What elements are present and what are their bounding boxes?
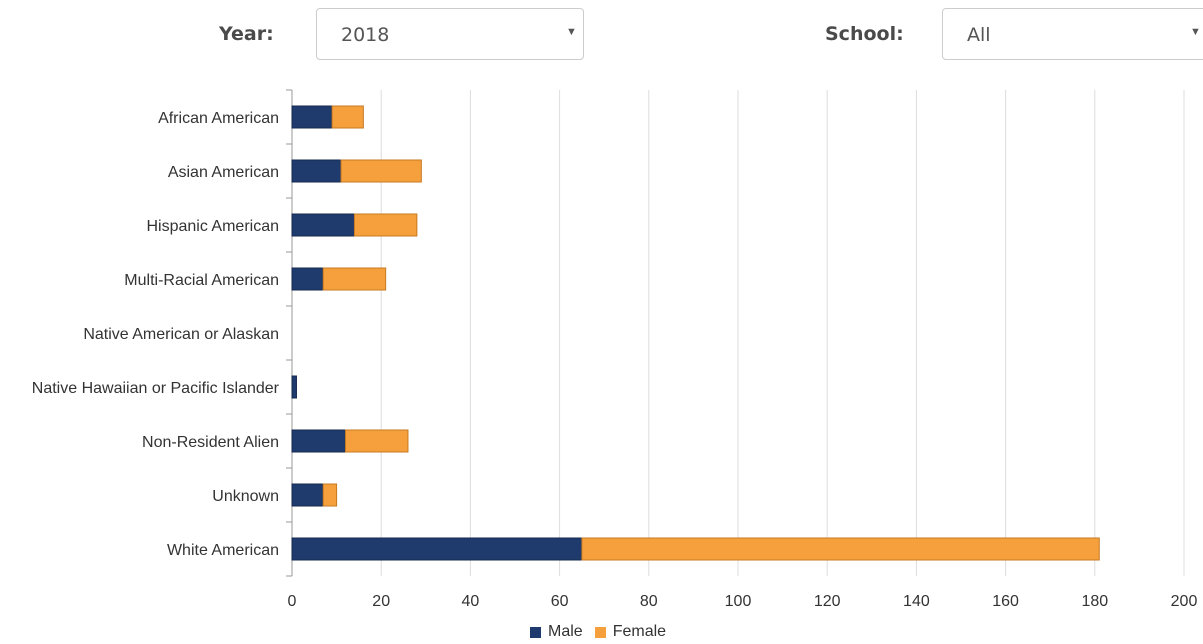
bar-male[interactable] [291,375,297,399]
bar-female[interactable] [353,213,418,237]
x-tick-label: 20 [372,593,390,610]
bar-female[interactable] [581,537,1100,561]
category-label: Asian American [168,164,279,181]
category-label: Hispanic American [147,218,280,235]
bar-female[interactable] [345,429,409,453]
bar-female[interactable] [322,483,338,507]
x-tick-label: 160 [992,593,1019,610]
year-select-value: 2018 [341,24,390,46]
x-tick-label: 200 [1171,593,1198,610]
legend-label-male: Male [548,623,583,640]
category-label: White American [167,542,279,559]
year-label: Year: [219,23,274,45]
legend-label-female: Female [612,623,667,640]
school-select-value: All [967,24,991,46]
x-tick-label: 120 [814,593,841,610]
bar-male[interactable] [291,429,347,453]
bar-female[interactable] [331,105,364,129]
legend-item-female[interactable]: Female [594,623,667,641]
legend-swatch-male [530,626,541,638]
school-select[interactable]: All ▼ [942,8,1203,60]
bar-male[interactable] [291,213,355,237]
bar-female[interactable] [340,159,422,183]
x-tick-label: 180 [1081,593,1108,610]
bar-male[interactable] [291,483,324,507]
bar-male[interactable] [291,105,333,129]
bar-male[interactable] [291,267,324,291]
category-label: Native Hawaiian or Pacific Islander [32,380,280,397]
category-label: African American [158,110,279,127]
chevron-down-icon: ▼ [566,26,577,38]
category-label: Multi-Racial American [124,272,279,289]
legend-swatch-female [594,626,606,638]
bar-male[interactable] [291,537,583,561]
x-tick-label: 60 [551,593,569,610]
year-select[interactable]: 2018 ▼ [316,8,584,60]
chart-legend: Male Female [530,623,672,641]
x-tick-label: 100 [725,593,752,610]
category-label: Unknown [212,488,279,505]
bar-male[interactable] [291,159,342,183]
x-tick-label: 0 [288,593,297,610]
category-label: Native American or Alaskan [83,326,279,343]
legend-item-male[interactable]: Male [530,623,583,641]
x-tick-label: 140 [903,593,930,610]
category-label: Non-Resident Alien [142,434,279,451]
school-label: School: [825,23,904,45]
bar-female[interactable] [322,267,387,291]
stacked-bar-chart: African American Asian American Hispanic A… [32,89,1198,610]
x-tick-label: 80 [640,593,658,610]
x-tick-label: 40 [462,593,480,610]
chevron-down-icon: ▼ [1190,26,1201,38]
